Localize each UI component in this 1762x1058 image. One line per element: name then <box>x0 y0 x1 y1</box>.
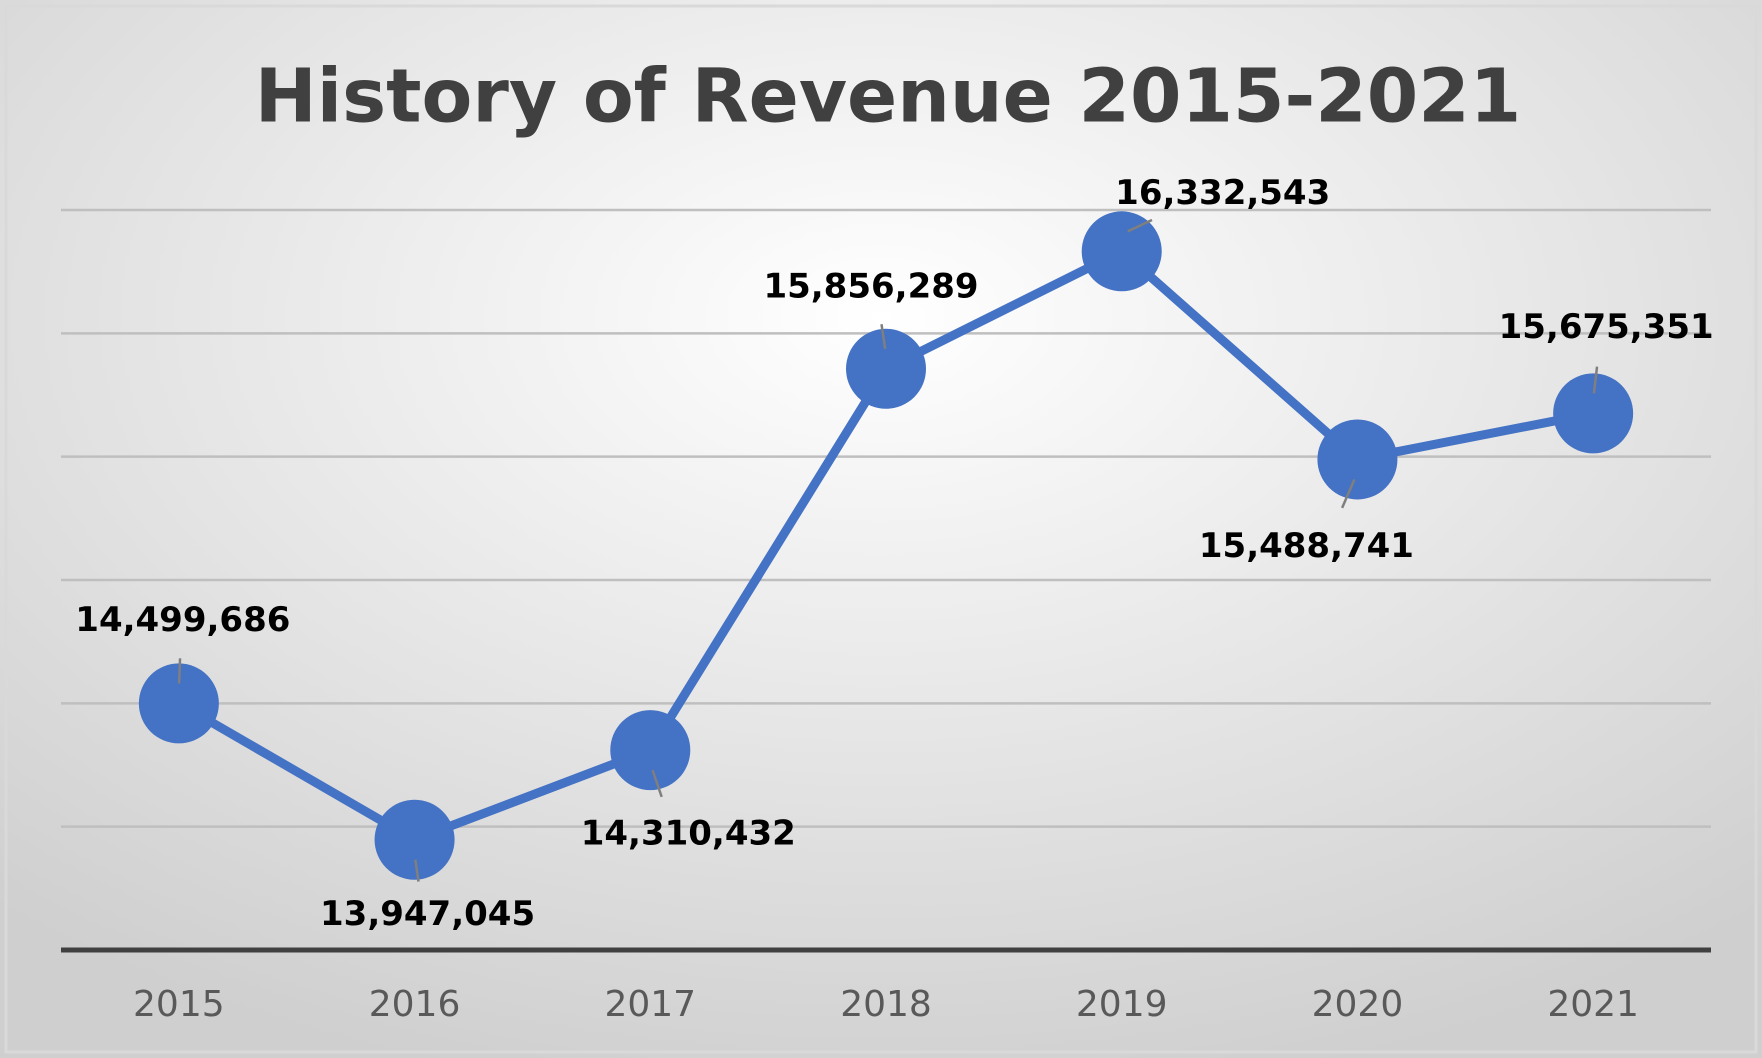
leader-line <box>177 658 182 684</box>
x-tick-label: 2015 <box>133 984 225 1025</box>
x-tick-label: 2016 <box>369 984 461 1025</box>
chart-title: History of Revenue 2015-2021 <box>255 54 1521 140</box>
data-label: 14,310,432 <box>581 814 796 854</box>
data-label: 13,947,045 <box>320 894 535 934</box>
data-point <box>374 799 455 880</box>
data-point <box>1081 211 1162 292</box>
data-label: 15,675,351 <box>1499 307 1714 347</box>
data-label: 15,488,741 <box>1199 526 1414 566</box>
leader-line <box>1340 478 1356 509</box>
data-point <box>1553 373 1634 454</box>
x-tick-label: 2021 <box>1547 984 1639 1025</box>
x-tick-label: 2018 <box>840 984 932 1025</box>
data-label: 16,332,543 <box>1115 173 1330 213</box>
data-label: 14,499,686 <box>75 600 290 640</box>
x-tick-label: 2017 <box>604 984 696 1025</box>
data-point <box>610 710 691 791</box>
leader-line <box>651 769 663 798</box>
leader-line <box>414 859 420 882</box>
leader-line <box>1127 218 1153 233</box>
data-point <box>138 663 219 744</box>
data-point <box>1317 419 1398 500</box>
leader-line <box>1592 366 1599 394</box>
data-point <box>846 328 926 409</box>
x-tick-label: 2019 <box>1076 984 1168 1025</box>
leader-line <box>880 324 887 349</box>
x-tick-label: 2020 <box>1312 984 1404 1025</box>
chart-border <box>4 4 1758 1054</box>
data-label: 15,856,289 <box>763 266 978 306</box>
